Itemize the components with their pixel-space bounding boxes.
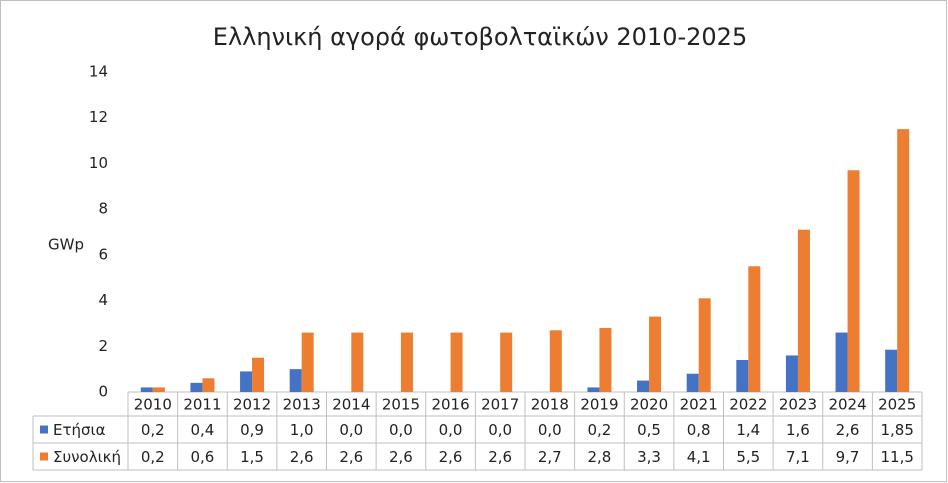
- table-value: 0,0: [538, 421, 562, 439]
- x-tick-label: 2024: [828, 396, 866, 414]
- x-tick-label: 2025: [878, 396, 916, 414]
- y-tick-label: 10: [89, 154, 108, 172]
- bar: [686, 373, 699, 392]
- table-value: 2,6: [339, 448, 363, 466]
- x-tick-label: 2012: [233, 396, 271, 414]
- x-tick-label: 2023: [779, 396, 817, 414]
- table-value: 4,1: [687, 448, 711, 466]
- table-value: 0,2: [588, 421, 612, 439]
- bar: [252, 357, 265, 392]
- bar: [202, 378, 215, 392]
- y-tick-label: 12: [89, 108, 108, 126]
- bar: [847, 170, 860, 392]
- table-value: 2,6: [290, 448, 314, 466]
- chart-title: Ελληνική αγορά φωτοβολταϊκών 2010-2025: [213, 23, 747, 51]
- y-tick-label: 0: [98, 383, 108, 401]
- bar: [500, 332, 513, 392]
- bar: [549, 330, 562, 392]
- y-tick-label: 14: [89, 63, 108, 81]
- table-value: 1,85: [880, 421, 913, 439]
- table-value: 1,0: [290, 421, 314, 439]
- bar: [885, 349, 898, 392]
- bar: [587, 387, 600, 392]
- table-value: 9,7: [836, 448, 860, 466]
- table-value: 1,5: [240, 448, 264, 466]
- table-value: 11,5: [880, 448, 913, 466]
- bar: [140, 387, 153, 392]
- x-tick-label: 2013: [283, 396, 321, 414]
- bar: [289, 369, 302, 392]
- legend-label: Συνολική: [53, 448, 121, 466]
- table-value: 0,6: [191, 448, 215, 466]
- bar: [152, 387, 165, 392]
- bar: [351, 332, 364, 392]
- legend-label: Ετήσια: [53, 421, 106, 439]
- bar: [785, 355, 798, 392]
- x-tick-label: 2018: [531, 396, 569, 414]
- table-value: 1,4: [736, 421, 760, 439]
- x-tick-label: 2016: [431, 396, 469, 414]
- x-tick-label: 2022: [729, 396, 767, 414]
- table-value: 2,8: [588, 448, 612, 466]
- x-tick-label: 2015: [382, 396, 420, 414]
- bar: [599, 328, 612, 392]
- table-value: 2,6: [389, 448, 413, 466]
- bar: [649, 316, 662, 392]
- table-value: 0,0: [488, 421, 512, 439]
- table-value: 0,2: [141, 421, 165, 439]
- x-tick-label: 2020: [630, 396, 668, 414]
- table-value: 0,5: [637, 421, 661, 439]
- table-value: 7,1: [786, 448, 810, 466]
- bar: [450, 332, 463, 392]
- legend-swatch: [40, 452, 48, 461]
- table-value: 0,0: [439, 421, 463, 439]
- x-tick-label: 2017: [481, 396, 519, 414]
- table-value: 2,6: [439, 448, 463, 466]
- x-tick-label: 2021: [680, 396, 718, 414]
- table-value: 0,9: [240, 421, 264, 439]
- legend-swatch: [40, 425, 48, 434]
- x-tick-label: 2011: [183, 396, 221, 414]
- x-tick-label: 2010: [134, 396, 172, 414]
- bar: [897, 129, 910, 392]
- bar: [748, 266, 761, 392]
- table-value: 0,4: [191, 421, 215, 439]
- bar: [301, 332, 314, 392]
- bar: [835, 332, 848, 392]
- table-value: 5,5: [736, 448, 760, 466]
- y-tick-label: 8: [98, 200, 108, 218]
- bar: [190, 382, 203, 392]
- y-tick-label: 4: [98, 291, 108, 309]
- bar: [797, 229, 810, 392]
- table-value: 3,3: [637, 448, 661, 466]
- bar: [400, 332, 413, 392]
- bar: [240, 371, 253, 392]
- x-tick-label: 2014: [332, 396, 370, 414]
- table-value: 2,6: [488, 448, 512, 466]
- y-tick-label: 6: [98, 245, 108, 263]
- x-tick-label: 2019: [580, 396, 618, 414]
- bar: [736, 360, 749, 392]
- y-tick-label: 2: [98, 337, 108, 355]
- bar: [637, 380, 650, 392]
- table-value: 2,6: [836, 421, 860, 439]
- bar: [698, 298, 711, 392]
- table-value: 0,8: [687, 421, 711, 439]
- table-value: 0,0: [389, 421, 413, 439]
- table-value: 0,0: [339, 421, 363, 439]
- y-axis-label: GWp: [48, 236, 84, 254]
- table-value: 1,6: [786, 421, 810, 439]
- table-value: 2,7: [538, 448, 562, 466]
- table-value: 0,2: [141, 448, 165, 466]
